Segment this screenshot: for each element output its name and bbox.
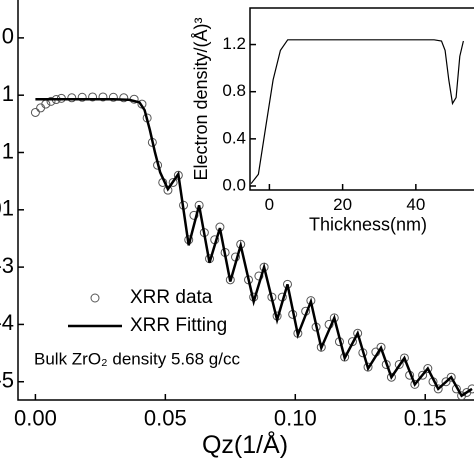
y-axis-label: Electron density/(Å)³ bbox=[191, 17, 211, 180]
data-point bbox=[98, 92, 108, 102]
x-axis-label: Qz(1/Å) bbox=[202, 429, 288, 459]
data-point bbox=[394, 359, 404, 369]
y-tick-label: 0 bbox=[2, 24, 14, 49]
data-line bbox=[250, 39, 464, 184]
plot-frame bbox=[17, 0, 474, 401]
data-point bbox=[36, 103, 46, 113]
data-point bbox=[433, 384, 443, 394]
inset-background bbox=[250, 8, 474, 190]
x-tick-label: 40 bbox=[406, 195, 425, 214]
data-point bbox=[168, 177, 178, 187]
data-point bbox=[446, 372, 456, 382]
data-point bbox=[441, 377, 451, 387]
data-point bbox=[410, 379, 420, 389]
plot-frame bbox=[249, 7, 474, 191]
plot-area bbox=[30, 92, 474, 400]
x-axis-label: Thickness(nm) bbox=[309, 214, 427, 234]
data-point bbox=[163, 185, 173, 195]
x-tick-label: 0 bbox=[265, 195, 274, 214]
y-tick-label: 1.2 bbox=[222, 34, 246, 53]
inset-plot: 0 20 40 0.0 0.4 0.8 1.2 Thickness(nm) Electron d… bbox=[191, 7, 474, 234]
y-tick-label: -3 bbox=[0, 253, 14, 278]
plot-area bbox=[250, 39, 464, 184]
data-point bbox=[363, 362, 373, 372]
data-point bbox=[46, 96, 56, 106]
data-point bbox=[108, 92, 118, 102]
y-tick-label: 01 bbox=[0, 196, 14, 221]
data-point bbox=[189, 210, 199, 220]
data-line bbox=[35, 97, 473, 398]
data-point bbox=[423, 364, 433, 374]
legend-label: XRR Fitting bbox=[130, 315, 227, 336]
annotation: Bulk ZrO₂ density 5.68 g/cc bbox=[34, 349, 240, 368]
x-tick-label: 0.05 bbox=[144, 406, 187, 431]
y-tick-label: 1 bbox=[2, 81, 14, 106]
x-tick-label: 0.10 bbox=[274, 406, 317, 431]
data-point bbox=[418, 370, 428, 380]
data-point bbox=[77, 92, 87, 102]
data-point bbox=[467, 384, 474, 394]
y-tick-label: .1 bbox=[0, 138, 14, 163]
data-point bbox=[67, 93, 77, 103]
data-point bbox=[399, 353, 409, 363]
data-point bbox=[457, 391, 467, 400]
data-point bbox=[30, 107, 40, 117]
legend-symbol bbox=[90, 293, 100, 303]
data-point bbox=[386, 372, 396, 382]
y-tick-label: 0.8 bbox=[222, 81, 246, 100]
y-tick-label: -4 bbox=[0, 310, 14, 335]
y-tick-label: 0.0 bbox=[222, 175, 246, 194]
x-tick-label: 0.00 bbox=[14, 406, 57, 431]
data-point bbox=[119, 93, 129, 103]
x-tick-label: 0.15 bbox=[404, 406, 447, 431]
legend-label: XRR data bbox=[130, 287, 213, 308]
y-tick-label: -5 bbox=[0, 368, 14, 393]
y-tick-label: 0.4 bbox=[222, 128, 246, 147]
data-point bbox=[88, 92, 98, 102]
x-tick-label: 20 bbox=[333, 195, 352, 214]
data-point bbox=[254, 271, 264, 281]
